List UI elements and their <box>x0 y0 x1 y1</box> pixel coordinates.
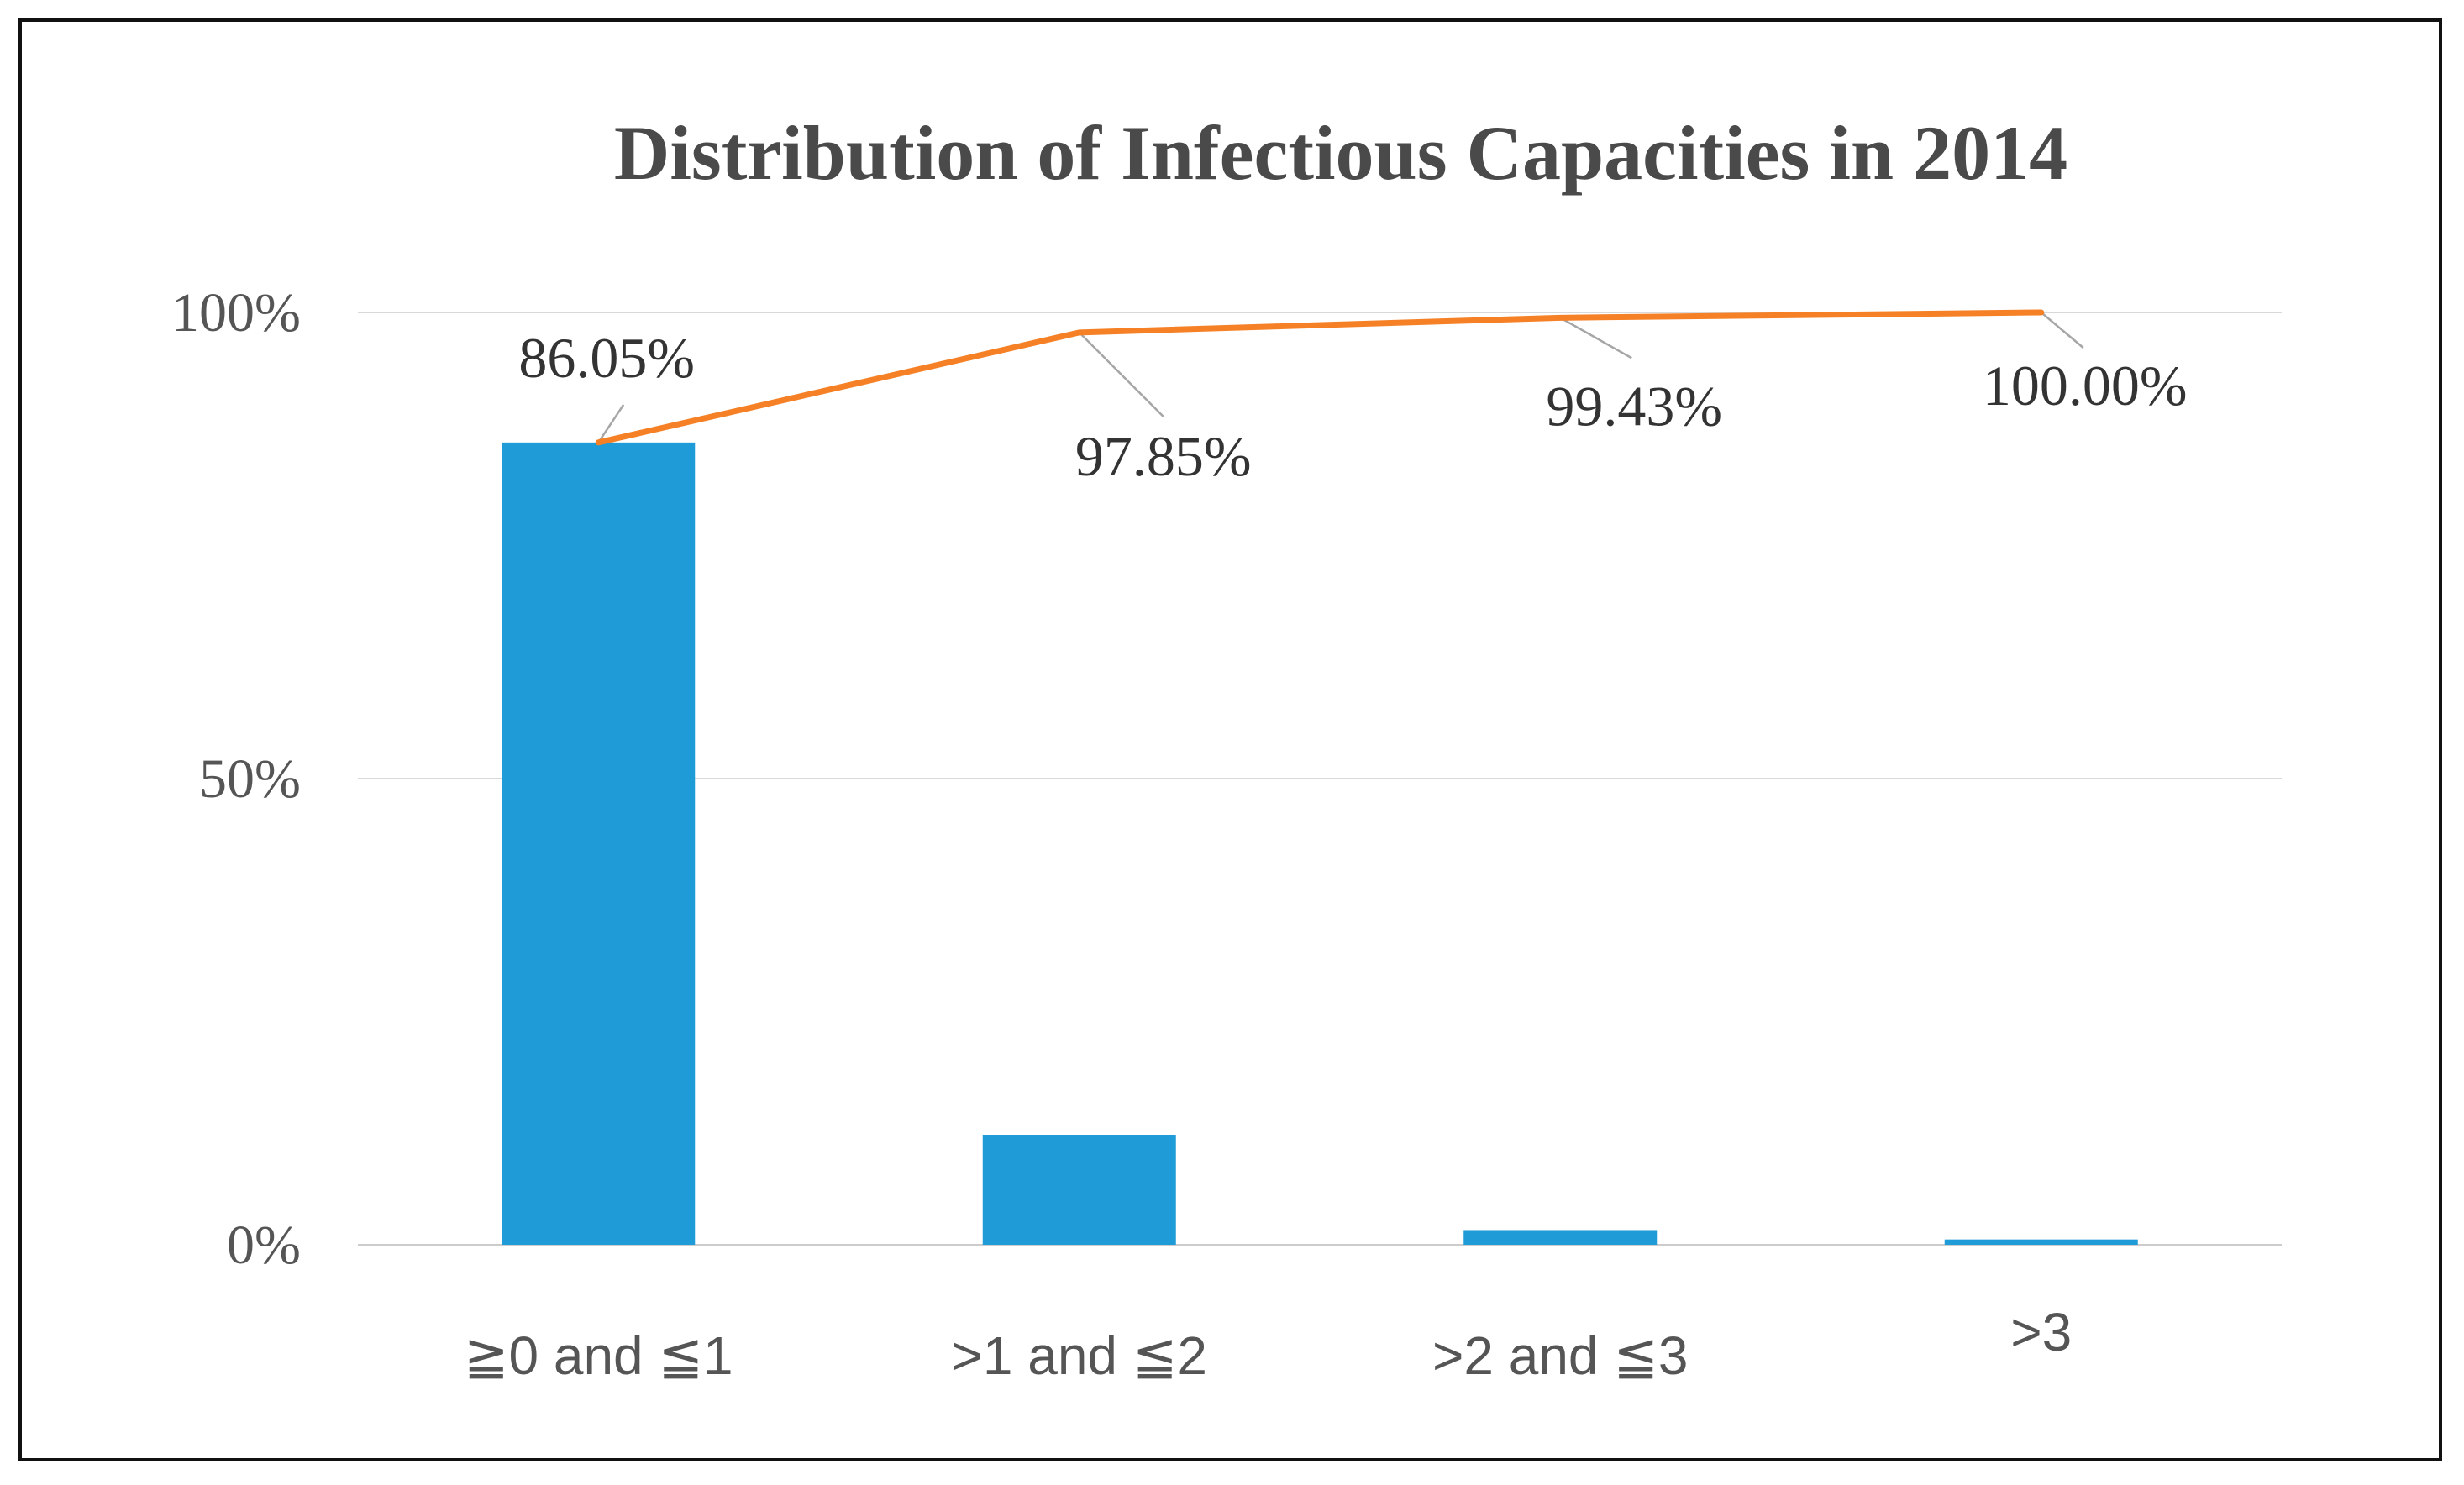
y-tick-label: 100% <box>171 282 301 344</box>
y-axis-ticks: 0% 50% 100% <box>171 282 301 1276</box>
x-tick-label: >2 and ≦3 <box>1432 1325 1689 1386</box>
bars <box>502 442 2138 1245</box>
y-tick-label: 0% <box>227 1215 301 1276</box>
leader-line <box>597 404 625 443</box>
cumulative-point <box>1558 315 1563 321</box>
leader-lines <box>597 312 2084 443</box>
x-tick-label: ≧0 and ≦1 <box>464 1325 733 1386</box>
y-tick-label: 50% <box>199 748 301 810</box>
chart-frame: Distribution of Infectious Capacities in… <box>18 18 2442 1461</box>
bar <box>982 1135 1176 1245</box>
bar <box>1944 1239 2138 1245</box>
cumulative-line-path <box>595 309 2045 446</box>
leader-line <box>1559 317 1632 359</box>
x-axis-ticks: ≧0 and ≦1 >1 and ≦2 >2 and ≦3 >3 <box>464 1302 2072 1386</box>
data-label: 100.00% <box>1983 354 2188 417</box>
data-label: 86.05% <box>518 326 695 390</box>
data-labels: 86.05% 97.85% 99.43% 100.00% <box>518 326 2187 488</box>
cumulative-point <box>1076 329 1082 335</box>
bar <box>1463 1230 1658 1245</box>
leader-line <box>2040 312 2084 349</box>
x-tick-label: >1 and ≦2 <box>951 1325 1207 1386</box>
data-label: 99.43% <box>1546 374 1722 438</box>
cumulative-line <box>595 309 2045 446</box>
chart: Distribution of Infectious Capacities in… <box>171 110 2282 1386</box>
cumulative-point <box>2038 310 2044 315</box>
cumulative-point <box>596 439 602 445</box>
data-label: 97.85% <box>1075 424 1252 488</box>
chart-title: Distribution of Infectious Capacities in… <box>614 110 2067 196</box>
leader-line <box>1078 331 1164 417</box>
x-tick-label: >3 <box>2010 1302 2072 1362</box>
bar <box>502 442 696 1245</box>
